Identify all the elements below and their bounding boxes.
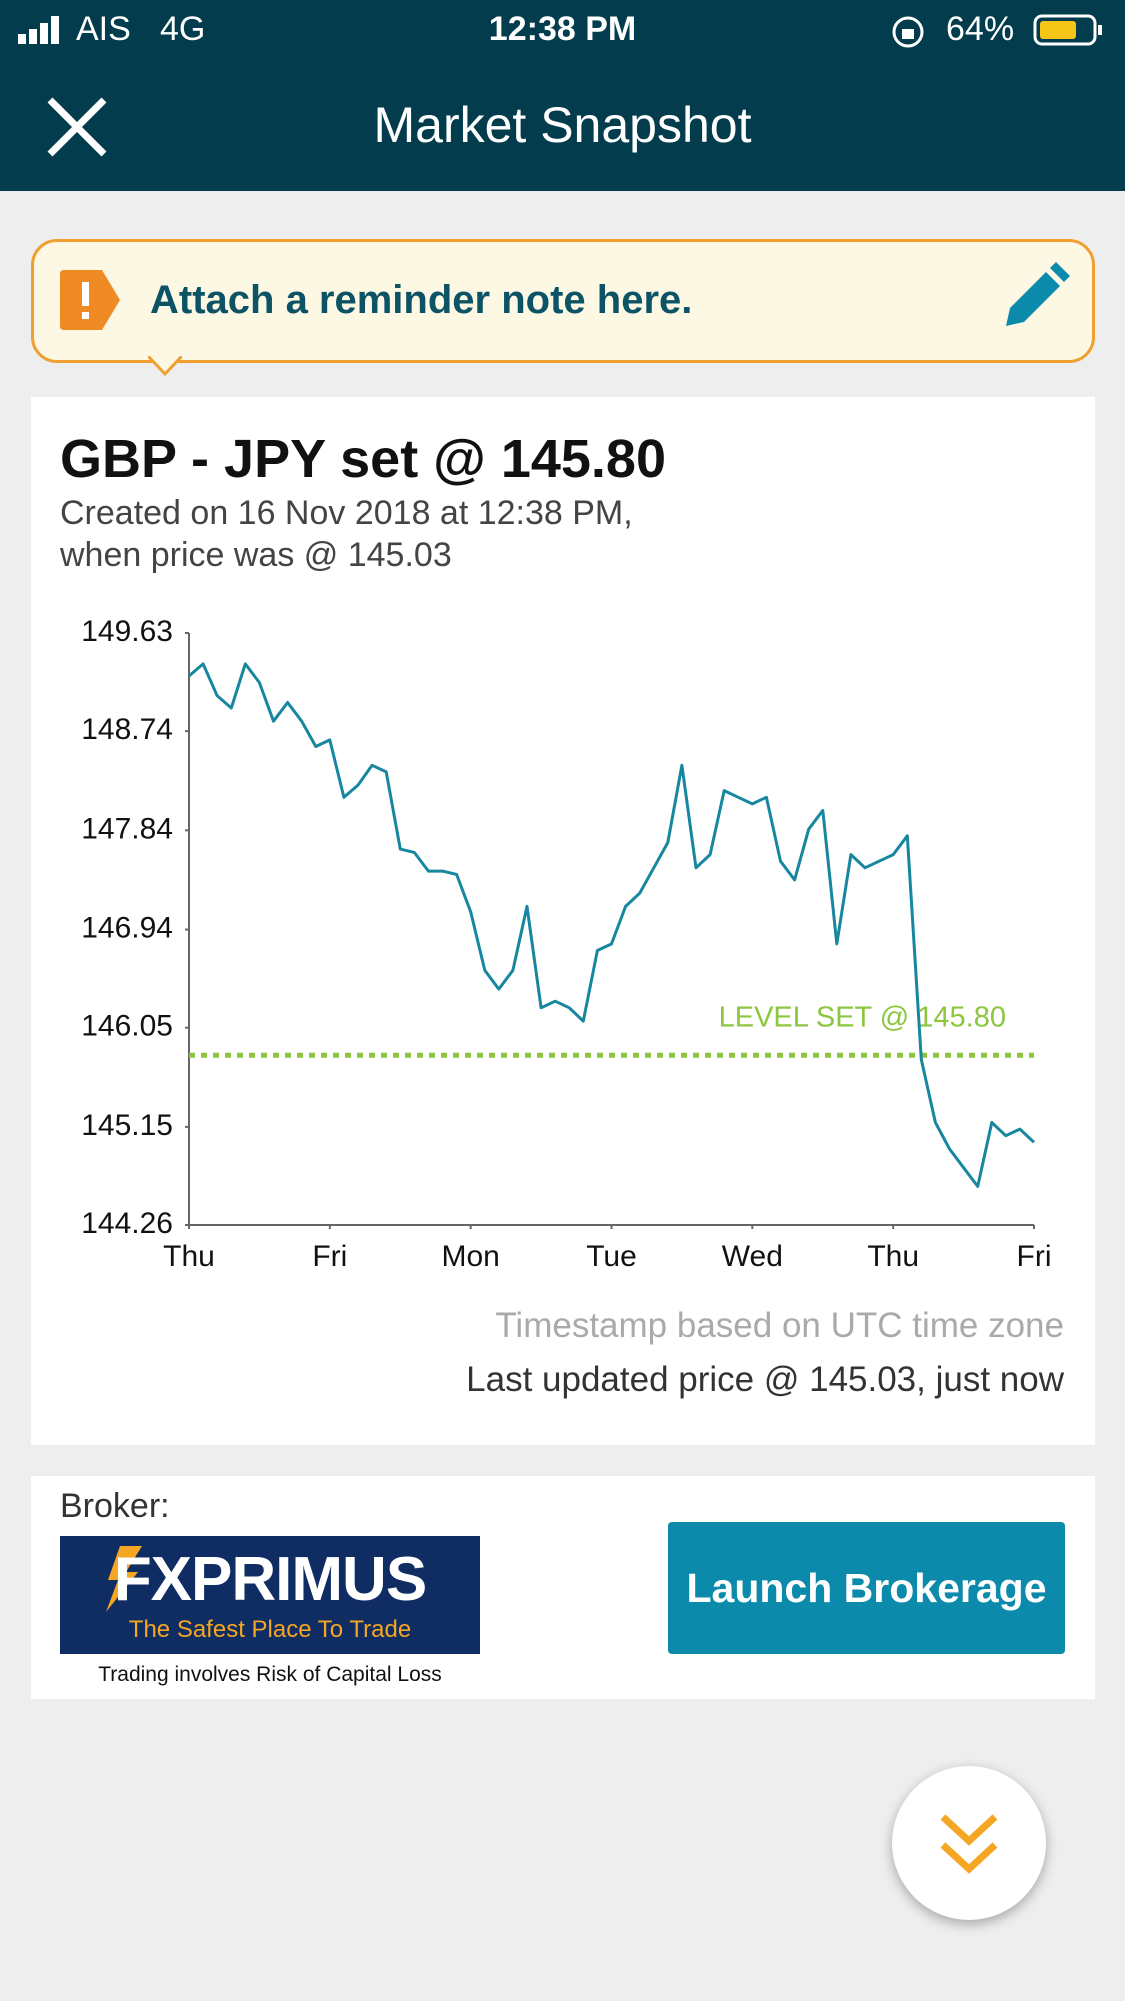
x-tick-label: Fri [1017, 1240, 1052, 1273]
clock: 12:38 PM [488, 10, 637, 48]
logo-tagline: The Safest Place To Trade [128, 1616, 412, 1643]
timezone-note: Timestamp based on UTC time zone [495, 1306, 1064, 1345]
alert-icon [60, 270, 120, 330]
close-button[interactable] [46, 96, 108, 158]
last-updated: Last updated price @ 145.03, just now [466, 1360, 1064, 1399]
note-pointer [148, 356, 182, 377]
scroll-down-button[interactable] [892, 1766, 1046, 1920]
level-label: LEVEL SET @ 145.80 [719, 1002, 1006, 1034]
battery-percent: 64% [946, 10, 1015, 48]
x-tick-label: Tue [586, 1240, 637, 1273]
y-tick-label: 147.84 [81, 812, 173, 845]
x-tick-label: Wed [722, 1240, 783, 1273]
battery-icon [1033, 14, 1102, 46]
broker-label: Broker: [60, 1487, 170, 1525]
risk-note: Trading involves Risk of Capital Loss [98, 1663, 442, 1686]
y-tick-label: 144.26 [81, 1207, 173, 1240]
y-tick-label: 146.94 [81, 911, 173, 944]
carrier: AIS [76, 10, 131, 48]
x-tick-label: Mon [441, 1240, 499, 1273]
x-tick-label: Thu [163, 1240, 215, 1273]
alert-subtitle: Created on 16 Nov 2018 at 12:38 PM, [60, 494, 633, 532]
screen-title: Market Snapshot [373, 97, 752, 153]
network: 4G [160, 10, 206, 48]
y-tick-label: 149.63 [81, 615, 173, 648]
x-tick-label: Fri [312, 1240, 347, 1273]
alert-subtitle: when price was @ 145.03 [60, 536, 452, 574]
alert-card [31, 397, 1095, 1445]
price-line [188, 662, 1036, 1188]
chevron-icon [940, 1814, 998, 1874]
alert-title: GBP - JPY set @ 145.80 [60, 429, 666, 489]
y-tick-label: 146.05 [81, 1010, 173, 1043]
x-tick-label: Thu [867, 1240, 919, 1273]
header: AIS 4G 12:38 PM 64% Market Snapshot [0, 0, 1125, 191]
logo-mark [106, 1546, 142, 1612]
y-tick-label: 148.74 [81, 713, 173, 746]
y-tick-label: 145.15 [81, 1109, 173, 1142]
note-text: Attach a reminder note here. [150, 278, 693, 322]
launch-button[interactable]: Launch Brokerage [668, 1522, 1065, 1654]
note-banner[interactable] [31, 239, 1095, 363]
lock-icon [892, 16, 924, 48]
logo-name: FXPRIMUS [113, 1545, 427, 1614]
broker-logo[interactable]: FXPRIMUS The Safest Place To Trade [60, 1536, 480, 1654]
edit-icon[interactable] [1000, 262, 1070, 332]
signal-icon [18, 16, 59, 44]
